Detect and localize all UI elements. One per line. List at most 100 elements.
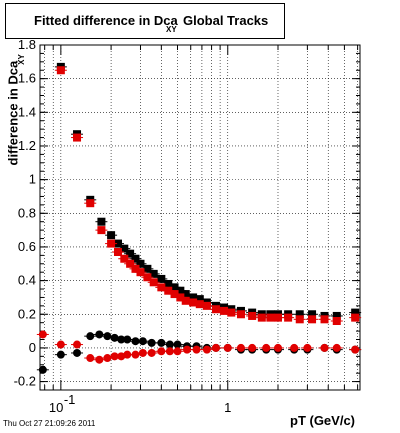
- data-point-circle: [138, 337, 147, 346]
- data-point-circle: [73, 348, 82, 357]
- x-tick-label: 1: [224, 400, 231, 415]
- data-point-circle: [236, 343, 245, 352]
- y-tick-label: 0: [29, 340, 36, 355]
- data-point-square: [126, 249, 135, 258]
- data-point-circle: [86, 332, 95, 341]
- data-point-square: [143, 273, 152, 282]
- data-point-square: [284, 313, 293, 322]
- data-point-circle: [123, 350, 132, 359]
- y-axis-label-subscript: XY: [16, 54, 26, 65]
- data-point-square: [189, 293, 198, 302]
- grid-lines: [40, 44, 360, 390]
- data-point-square: [157, 274, 166, 283]
- data-point-circle: [95, 330, 104, 339]
- y-tick-label: 1.2: [18, 138, 36, 153]
- y-tick-label: 0.6: [18, 239, 36, 254]
- data-point-square: [86, 199, 95, 208]
- data-point-circle: [202, 345, 211, 354]
- y-tick-label: 1: [29, 172, 36, 187]
- data-point-square: [107, 231, 116, 240]
- y-tick-label: 1.4: [18, 104, 36, 119]
- y-tick-label: 0.4: [18, 273, 36, 288]
- data-point-circle: [131, 337, 140, 346]
- series-3: [36, 330, 362, 364]
- data-point-circle: [157, 338, 166, 347]
- data-point-square: [220, 306, 229, 315]
- data-point-circle: [56, 340, 65, 349]
- data-point-square: [149, 269, 158, 278]
- y-tick-label: 0.2: [18, 306, 36, 321]
- data-point-square: [170, 283, 179, 292]
- data-point-circle: [103, 332, 112, 341]
- x-tick-label-exponent: -1: [64, 392, 76, 407]
- data-point-square: [136, 259, 145, 268]
- x-tick-label: 10: [49, 400, 63, 415]
- data-point-circle: [110, 352, 119, 361]
- data-point-square: [181, 290, 190, 299]
- data-point-circle: [123, 335, 132, 344]
- data-point-square: [351, 313, 360, 322]
- data-point-circle: [223, 343, 232, 352]
- data-point-square: [114, 239, 123, 248]
- data-point-square: [202, 301, 211, 310]
- data-point-circle: [173, 340, 182, 349]
- data-point-square: [176, 286, 185, 295]
- data-point-square: [266, 313, 275, 322]
- data-point-circle: [303, 343, 312, 352]
- data-point-square: [308, 315, 317, 324]
- data-point-square: [176, 293, 185, 302]
- title-box: Fitted difference in Dca XY Global Track…: [5, 3, 285, 39]
- data-point-square: [227, 308, 236, 317]
- data-point-circle: [290, 343, 299, 352]
- data-point-square: [164, 286, 173, 295]
- data-point-square: [120, 244, 129, 253]
- data-point-square: [273, 313, 282, 322]
- data-point-circle: [320, 343, 329, 352]
- data-point-circle: [262, 343, 271, 352]
- data-point-circle: [192, 345, 201, 354]
- data-point-square: [351, 308, 360, 317]
- data-point-square: [126, 259, 135, 268]
- data-point-circle: [332, 343, 341, 352]
- data-point-circle: [86, 354, 95, 363]
- data-point-circle: [173, 347, 182, 356]
- data-point-circle: [273, 343, 282, 352]
- data-point-circle: [103, 354, 112, 363]
- y-tick-label: 1.8: [18, 37, 36, 52]
- data-point-square: [56, 66, 65, 75]
- data-point-square: [131, 254, 140, 263]
- data-point-square: [143, 264, 152, 273]
- data-point-square: [236, 310, 245, 319]
- data-point-square: [157, 283, 166, 292]
- data-point-square: [211, 305, 220, 314]
- data-point-square: [195, 300, 204, 309]
- title-subscript: XY: [166, 25, 177, 34]
- y-tick-label: 1.6: [18, 71, 36, 86]
- data-point-square: [295, 310, 304, 319]
- data-point-square: [308, 310, 317, 319]
- series-1: [54, 66, 362, 325]
- data-point-circle: [248, 343, 257, 352]
- data-point-circle: [56, 350, 65, 359]
- data-point-circle: [131, 350, 140, 359]
- data-point-square: [170, 290, 179, 299]
- data-point-square: [164, 279, 173, 288]
- data-point-square: [189, 298, 198, 307]
- data-point-circle: [165, 340, 174, 349]
- timestamp-footer: Thu Oct 27 21:09:26 2011: [3, 419, 96, 428]
- data-point-circle: [38, 365, 47, 374]
- data-point-circle: [73, 340, 82, 349]
- data-point-square: [195, 295, 204, 304]
- data-point-square: [149, 278, 158, 287]
- data-point-square: [257, 313, 266, 322]
- data-point-circle: [147, 338, 156, 347]
- data-point-square: [131, 264, 140, 273]
- data-point-square: [181, 296, 190, 305]
- data-point-square: [120, 254, 129, 263]
- data-point-square: [97, 226, 106, 235]
- y-tick-label: -0.2: [14, 374, 36, 389]
- data-point-circle: [38, 330, 47, 339]
- data-point-square: [295, 315, 304, 324]
- data-point-circle: [165, 347, 174, 356]
